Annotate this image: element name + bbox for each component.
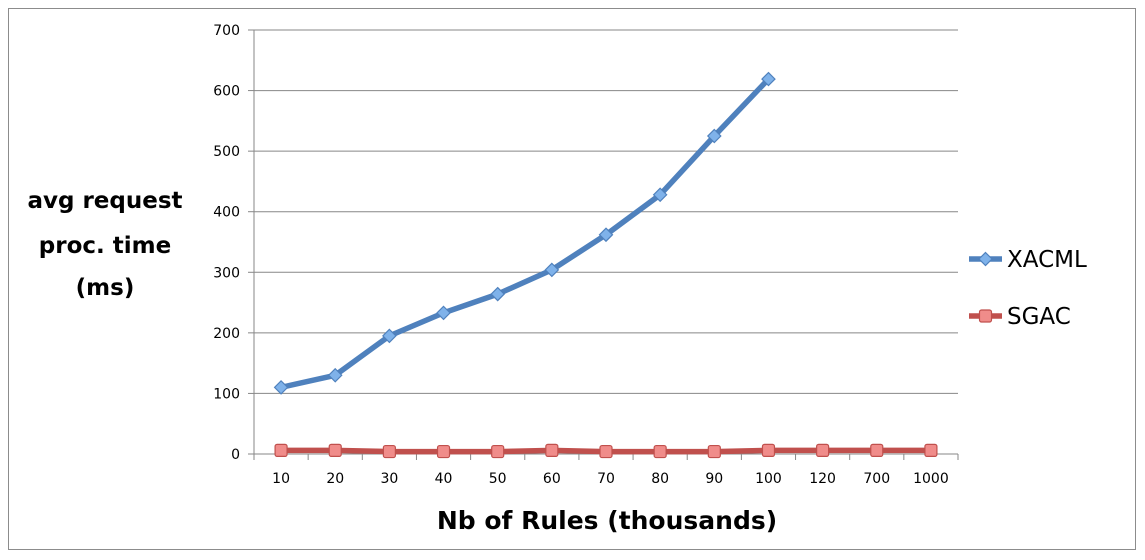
y-axis-label-line-3: (ms) xyxy=(76,275,135,301)
data-point-xacml xyxy=(652,187,668,203)
gridlines xyxy=(254,29,958,394)
data-point-xacml xyxy=(327,367,343,383)
y-tick-label: 700 xyxy=(213,23,240,39)
legend-label-xacml: XACML xyxy=(1007,247,1087,273)
data-point-sgac xyxy=(599,444,613,459)
data-point-sgac xyxy=(924,443,938,457)
data-point-sgac xyxy=(436,444,451,459)
data-point-sgac xyxy=(707,444,721,459)
data-point-sgac xyxy=(382,444,396,459)
y-tick-label: 500 xyxy=(213,144,240,160)
x-tick-label: 1000 xyxy=(913,471,949,487)
y-tick-labels: 0 100 200 300 400 500 600 700 xyxy=(213,23,240,463)
data-point-xacml xyxy=(706,128,722,144)
x-tick-label: 80 xyxy=(651,471,669,487)
y-axis-label-line-1: avg request xyxy=(27,188,182,214)
x-tick-label: 30 xyxy=(380,471,398,487)
legend-marker-xacml xyxy=(978,251,993,267)
series-line-xacml xyxy=(278,76,772,391)
axes xyxy=(248,29,959,460)
data-point-xacml xyxy=(382,328,397,344)
data-point-xacml xyxy=(761,71,776,87)
y-tick-label: 600 xyxy=(213,84,240,100)
x-tick-label: 20 xyxy=(326,471,344,487)
data-point-sgac xyxy=(545,443,559,457)
data-point-sgac xyxy=(491,444,505,459)
data-point-xacml xyxy=(273,380,289,395)
data-point-sgac xyxy=(274,443,288,457)
x-tick-label: 70 xyxy=(597,471,615,487)
legend-label-sgac: SGAC xyxy=(1007,304,1071,330)
x-tick-label: 90 xyxy=(705,471,723,487)
legend: XACML SGAC xyxy=(969,247,1087,330)
data-point-xacml xyxy=(544,262,560,278)
data-point-sgac xyxy=(328,443,342,457)
chart-frame xyxy=(8,8,1136,550)
y-tick-label: 300 xyxy=(213,265,240,281)
data-point-sgac xyxy=(761,443,776,457)
y-tick-label: 0 xyxy=(231,447,240,463)
x-axis-label: Nb of Rules (thousands) xyxy=(437,506,777,535)
data-point-sgac xyxy=(816,443,830,457)
x-tick-label: 10 xyxy=(272,471,290,487)
x-tick-label: 60 xyxy=(543,471,561,487)
y-tick-label: 100 xyxy=(213,386,240,402)
y-axis-label-line-2: proc. time xyxy=(39,233,171,259)
x-tick-label: 40 xyxy=(435,471,453,487)
data-point-xacml xyxy=(598,227,614,243)
x-tick-label: 700 xyxy=(863,471,890,487)
data-point-sgac xyxy=(653,444,667,459)
x-tick-label: 120 xyxy=(809,471,836,487)
x-tick-label: 100 xyxy=(755,471,782,487)
data-point-sgac xyxy=(870,443,884,457)
x-tick-labels: 10 20 30 40 50 60 70 80 90 100 120 700 1000 xyxy=(272,471,949,487)
legend-marker-sgac xyxy=(978,309,993,323)
x-tick-label: 50 xyxy=(489,471,507,487)
y-tick-label: 200 xyxy=(213,326,240,342)
data-point-xacml xyxy=(436,305,451,321)
data-point-xacml xyxy=(490,286,506,302)
y-tick-label: 400 xyxy=(213,205,240,221)
series-lines xyxy=(273,71,938,459)
